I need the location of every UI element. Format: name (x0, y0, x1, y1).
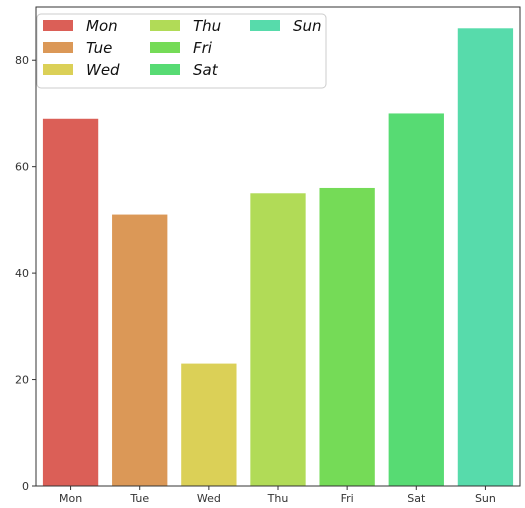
legend-swatch-sun (250, 20, 280, 31)
x-axis: Mon Tue Wed Thu Fri Sat Sun (59, 486, 496, 505)
x-tick-label: Thu (267, 492, 289, 505)
x-tick-label: Sat (407, 492, 426, 505)
y-tick-label: 80 (15, 54, 29, 67)
legend-swatch-mon (43, 20, 73, 31)
y-tick-label: 20 (15, 374, 29, 387)
legend-swatch-sat (150, 64, 180, 75)
legend-label-tue: Tue (86, 39, 112, 57)
bar-mon (42, 118, 99, 487)
x-tick-label: Fri (341, 492, 354, 505)
bar-wed (181, 363, 237, 486)
x-tick-label: Tue (129, 492, 149, 505)
bar-tue (112, 214, 168, 487)
x-tick-label: Sun (475, 492, 496, 505)
bar-sun (457, 28, 514, 487)
x-tick-label: Wed (197, 492, 221, 505)
plot-frame (35, 6, 521, 487)
legend-swatch-thu (150, 20, 180, 31)
legend-label-mon: Mon (86, 17, 118, 35)
bar-fri (319, 187, 375, 486)
legend-label-fri: Fri (193, 39, 213, 57)
legend-swatch-fri (150, 42, 180, 53)
y-tick-label: 40 (15, 267, 29, 280)
bar-sat (388, 113, 444, 486)
legend-frame (36, 13, 327, 89)
y-tick-label: 60 (15, 161, 29, 174)
legend-label-wed: Wed (86, 61, 120, 79)
legend-swatch-tue (43, 42, 73, 53)
legend: Mon Tue Wed Thu Fri Sat Sun (36, 13, 327, 89)
bar-thu (250, 193, 306, 486)
legend-label-sat: Sat (193, 61, 219, 79)
bars-group (42, 28, 514, 487)
legend-swatch-wed (43, 64, 73, 75)
y-axis: 0 20 40 60 80 (15, 54, 36, 493)
legend-label-sun: Sun (293, 17, 322, 35)
x-tick-label: Mon (59, 492, 82, 505)
y-tick-label: 0 (22, 480, 29, 493)
legend-label-thu: Thu (193, 17, 221, 35)
